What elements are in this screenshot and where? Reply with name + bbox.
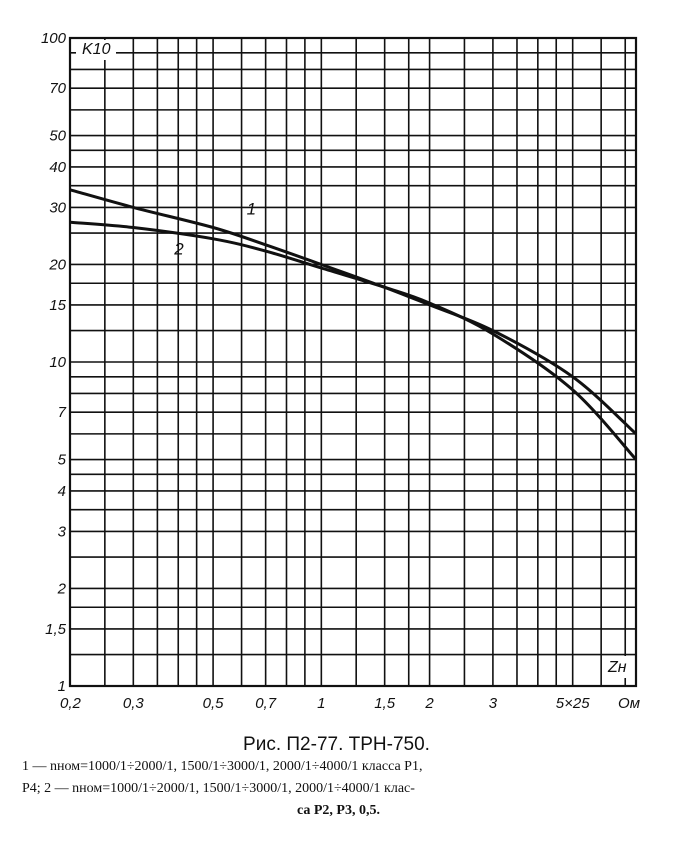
y-tick-label: 40 <box>49 159 66 176</box>
caption-title: Рис. П2-77. ТРН-750. <box>243 734 430 755</box>
x-axis-label-bg <box>602 656 634 678</box>
x-tick-label: Ом <box>618 695 640 712</box>
y-tick-label: 1 <box>58 678 66 695</box>
x-tick-label: 3 <box>489 695 498 712</box>
chart-series: 12 <box>69 188 638 461</box>
y-tick-label: 4 <box>58 483 66 500</box>
caption-note-line-2: P4; 2 — nном=1000/1÷2000/1, 1500/1÷3000/… <box>22 781 415 796</box>
y-tick-label: 50 <box>49 128 66 145</box>
caption-note-line-3: са P2, P3, 0,5. <box>297 803 380 818</box>
y-tick-label: 7 <box>58 404 67 421</box>
x-tick-label: 1 <box>317 695 325 712</box>
x-tick-label: 1,5 <box>374 695 396 712</box>
x-tick-label: 0,7 <box>255 695 277 712</box>
y-tick-label: 5 <box>58 452 67 469</box>
series-label-1: 1 <box>247 200 256 219</box>
x-tick-label: 0,5 <box>203 695 225 712</box>
series-label-2: 2 <box>173 239 184 258</box>
series-line-2 <box>69 220 638 461</box>
y-tick-label: 3 <box>58 523 67 540</box>
y-tick-label: 70 <box>49 80 66 97</box>
caption-note-line-1: 1 — nном=1000/1÷2000/1, 1500/1÷3000/1, 2… <box>22 759 423 774</box>
x-tick-label: 2 <box>424 695 434 712</box>
x-tick-labels: 0,2 0,3 0,5 0,7 1 1,5 2 3 5×25 Ом <box>60 695 640 712</box>
y-tick-label: 1,5 <box>45 621 67 638</box>
x-tick-label: 0,2 <box>60 695 82 712</box>
y-axis-label: K10 <box>82 41 111 58</box>
y-tick-labels: 1 1,5 2 3 4 5 7 10 15 20 30 40 50 70 100 <box>41 30 67 695</box>
y-axis-label-bg <box>76 40 116 60</box>
x-axis-label: Zн <box>607 659 627 676</box>
y-tick-label: 100 <box>41 30 67 47</box>
x-tick-label: 5×25 <box>556 695 590 712</box>
x-tick-label: 0,3 <box>123 695 145 712</box>
y-tick-label: 20 <box>48 256 66 273</box>
y-tick-label: 15 <box>49 297 66 314</box>
y-tick-label: 10 <box>49 354 66 371</box>
y-tick-label: 2 <box>57 580 67 597</box>
plot-frame <box>68 36 638 688</box>
series-line-1 <box>69 188 638 436</box>
figure-caption: Рис. П2-77. ТРН-750. 1 — nном=1000/1÷200… <box>0 734 673 822</box>
y-tick-label: 30 <box>49 199 66 216</box>
